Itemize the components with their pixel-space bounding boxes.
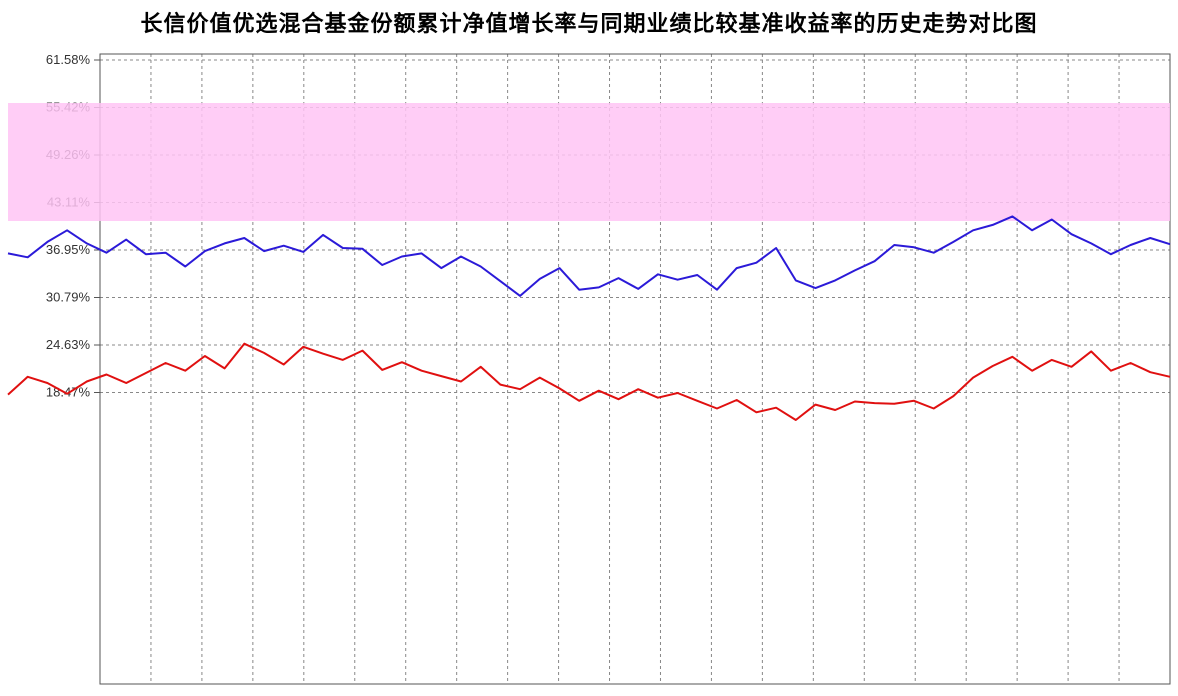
chart-title: 长信价值优选混合基金份额累计净值增长率与同期业绩比较基准收益率的历史走势对比图 [140, 12, 1038, 37]
series-line-fund [7, 215, 1171, 297]
plot-border [99, 53, 1171, 685]
y-tick-label: 30.79% [46, 290, 91, 305]
y-tick-label: 36.95% [46, 242, 91, 257]
overlay-band-rect [8, 103, 1170, 221]
series-line-benchmark [7, 342, 1171, 421]
y-tick-label: 61.58% [46, 52, 91, 67]
overlay-band [8, 103, 1170, 221]
y-tick-label: 24.63% [46, 337, 91, 352]
series-layer [7, 215, 1171, 421]
